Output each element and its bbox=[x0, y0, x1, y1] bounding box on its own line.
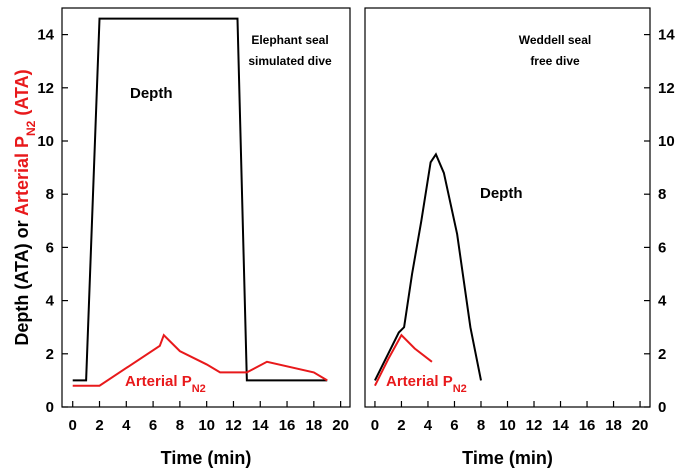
x-tick-label: 6 bbox=[450, 417, 458, 434]
x-axis-label: Time (min) bbox=[462, 448, 553, 468]
y-label-part: Depth (ATA) or bbox=[12, 216, 32, 346]
x-tick-label: 14 bbox=[552, 417, 569, 434]
y-label-part: (ATA) bbox=[12, 69, 32, 120]
series-label: Arterial PN2 bbox=[386, 373, 467, 395]
y-tick-label: 2 bbox=[658, 346, 666, 363]
x-tick-label: 6 bbox=[149, 417, 157, 434]
y-tick-label: 0 bbox=[46, 399, 54, 416]
series-label: Depth bbox=[130, 85, 173, 102]
series-name: Depth bbox=[480, 185, 523, 202]
x-tick-label: 0 bbox=[371, 417, 379, 434]
series-name-subscript: N2 bbox=[453, 383, 467, 395]
x-tick-label: 4 bbox=[122, 417, 131, 434]
x-tick-label: 2 bbox=[397, 417, 405, 434]
x-tick-label: 4 bbox=[424, 417, 433, 434]
y-tick-label: 6 bbox=[658, 239, 666, 256]
y-tick-label: 2 bbox=[46, 346, 54, 363]
data-line bbox=[374, 333, 433, 387]
y-tick-label: 0 bbox=[658, 399, 666, 416]
annotation: Elephant seal bbox=[251, 33, 328, 47]
y-tick-label: 4 bbox=[46, 293, 55, 310]
y-tick-label: 14 bbox=[658, 27, 675, 44]
x-tick-label: 14 bbox=[252, 417, 269, 434]
x-tick-label: 16 bbox=[279, 417, 296, 434]
y-tick-label: 14 bbox=[37, 27, 54, 44]
y-axis-label: Depth (ATA) or Arterial PN2 (ATA) bbox=[12, 69, 38, 345]
y-tick-label: 12 bbox=[37, 80, 54, 97]
series-label: Arterial PN2 bbox=[125, 373, 206, 395]
data-line bbox=[374, 152, 482, 381]
x-tick-label: 16 bbox=[579, 417, 596, 434]
x-tick-label: 12 bbox=[526, 417, 543, 434]
y-tick-label: 6 bbox=[46, 239, 54, 256]
x-tick-label: 18 bbox=[305, 417, 322, 434]
x-tick-label: 10 bbox=[198, 417, 215, 434]
y-label-part: Arterial P bbox=[12, 136, 32, 216]
series-name: Arterial P bbox=[125, 373, 192, 390]
annotation: free dive bbox=[530, 54, 580, 68]
x-tick-label: 20 bbox=[632, 417, 649, 434]
x-tick-label: 12 bbox=[225, 417, 242, 434]
annotation: Weddell seal bbox=[519, 33, 591, 47]
y-tick-label: 4 bbox=[658, 293, 667, 310]
y-tick-label: 10 bbox=[658, 133, 675, 150]
series-name: Depth bbox=[130, 85, 173, 102]
annotation: simulated dive bbox=[248, 54, 332, 68]
plot-frame bbox=[364, 7, 651, 408]
data-line bbox=[72, 333, 328, 387]
y-label-part: N2 bbox=[24, 120, 38, 136]
y-tick-label: 12 bbox=[658, 80, 675, 97]
x-axis-label: Time (min) bbox=[161, 448, 252, 468]
x-tick-label: 2 bbox=[95, 417, 103, 434]
y-tick-label: 10 bbox=[37, 133, 54, 150]
series-label: Depth bbox=[480, 185, 523, 202]
x-tick-label: 0 bbox=[69, 417, 77, 434]
y-tick-label: 8 bbox=[658, 186, 666, 203]
x-tick-label: 8 bbox=[477, 417, 485, 434]
series-name-subscript: N2 bbox=[192, 383, 206, 395]
data-line bbox=[72, 17, 328, 382]
plot-frame bbox=[61, 7, 351, 408]
x-tick-label: 8 bbox=[176, 417, 184, 434]
y-tick-label: 8 bbox=[46, 186, 54, 203]
series-name: Arterial P bbox=[386, 373, 453, 390]
x-tick-label: 10 bbox=[499, 417, 516, 434]
x-tick-label: 18 bbox=[605, 417, 622, 434]
x-tick-label: 20 bbox=[332, 417, 349, 434]
